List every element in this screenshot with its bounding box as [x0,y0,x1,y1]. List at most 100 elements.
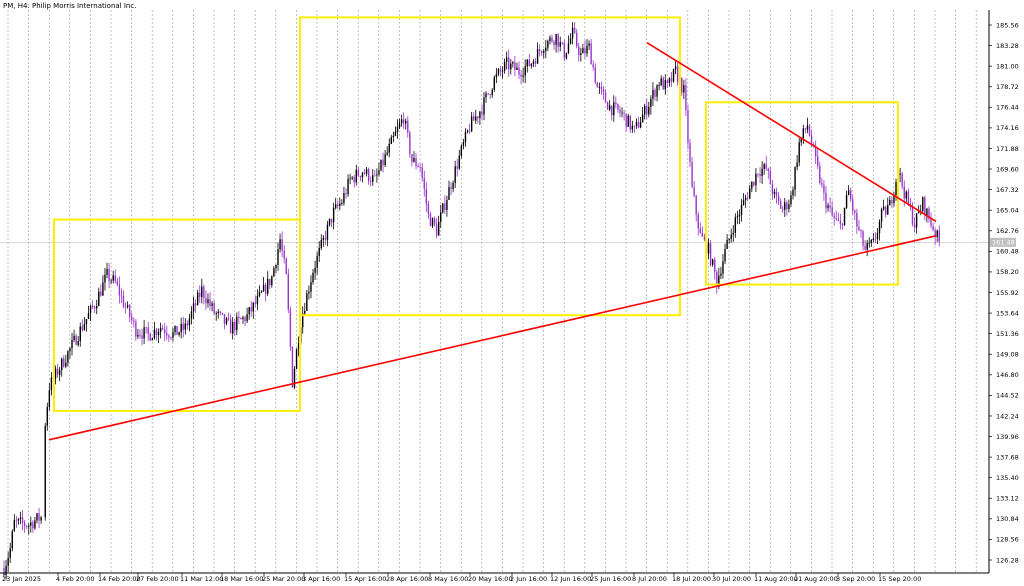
candle-body [497,69,500,75]
y-tick-label: 144.52 [996,392,1019,400]
current-price-tag [990,237,1016,247]
candle-body [915,213,918,228]
candle-body [269,278,271,286]
candle-body [814,145,817,157]
candle-body [716,271,718,287]
candle-body [635,121,638,127]
candle-body [697,214,699,229]
x-tick-label: 18 Jul 20:00 [672,575,711,583]
candle-body [227,318,230,320]
candle-body [79,326,81,342]
candle-body [767,168,769,171]
candle-body [260,291,263,293]
candle-body [285,258,287,274]
candle-body [555,34,557,45]
candle-body [11,531,13,549]
candle-body [876,233,879,240]
candle-body [582,48,584,54]
candle-body [907,191,910,205]
candles-layer [3,22,940,580]
candle-body [254,302,257,305]
candle-body [643,105,646,115]
candle-body [551,37,553,42]
candle-body [571,27,574,39]
candle-body [475,116,477,121]
y-tick-label: 155.92 [996,289,1019,297]
candle-body [656,85,658,97]
candle-body [215,313,217,314]
candle-body [124,306,127,308]
candle-body [250,307,252,312]
candle-body [625,113,627,127]
candle-body [188,318,191,326]
candle-body [402,119,405,124]
candle-body [225,318,228,324]
candle-body [701,232,704,237]
candle-body [503,61,506,71]
x-tick-label: 20 May 16:00 [468,575,513,583]
candle-body [711,259,714,265]
candle-body [264,284,267,294]
candle-body [761,168,763,177]
x-tick-label: 2 Jun 16:00 [510,575,547,583]
candle-body [30,522,32,526]
candle-body [56,368,59,375]
candle-body [796,162,798,168]
candle-body [433,218,436,225]
candle-body [829,205,831,208]
candle-body [794,167,796,190]
candle-body [38,513,40,521]
candle-body [332,207,335,223]
candle-body [751,181,753,189]
candle-body [157,332,160,335]
candle-body [773,191,776,194]
candle-body [763,164,765,169]
candle-body [361,172,364,178]
price-axis[interactable]: 126.28 128.56 130.84 133.12 135.40 137.68 139.… [989,21,1019,564]
candle-body [699,228,702,233]
candle-body [93,307,96,309]
candle-body [598,87,601,88]
candle-body [19,517,22,519]
candle-body [617,103,619,110]
candle-body [104,274,106,283]
candle-body [779,200,782,209]
candle-body [415,157,417,166]
range-rectangle[interactable] [299,16,681,317]
candle-body [889,199,891,206]
candle-body [289,309,292,347]
candle-body [621,112,623,114]
trendline[interactable] [646,42,937,223]
candle-body [437,221,440,236]
candle-body [190,311,193,319]
candle-body [576,32,578,47]
candle-body [460,145,463,156]
candle-body [619,109,621,114]
x-tick-label: 25 Mar 20:00 [262,575,305,583]
candle-body [670,78,673,82]
candle-body [273,268,275,277]
candle-body [592,64,594,68]
candle-body [545,47,547,52]
candle-body [238,316,240,319]
candle-body [819,165,821,183]
candle-body [452,182,454,190]
range-rectangle[interactable] [705,101,899,286]
trendline[interactable] [48,235,937,441]
candle-body [775,191,778,196]
candle-body [440,212,442,222]
candle-body [89,305,92,314]
candle-body [367,169,370,182]
candle-body [817,156,819,166]
candle-body [100,291,102,296]
candle-body [843,207,846,225]
candle-body [65,362,67,367]
x-tick-label: 23 Jan 2025 [2,575,41,583]
candle-body [139,334,141,336]
candle-body [256,295,259,305]
candle-body [114,275,116,281]
candle-body [676,66,679,83]
candle-body [44,425,46,518]
